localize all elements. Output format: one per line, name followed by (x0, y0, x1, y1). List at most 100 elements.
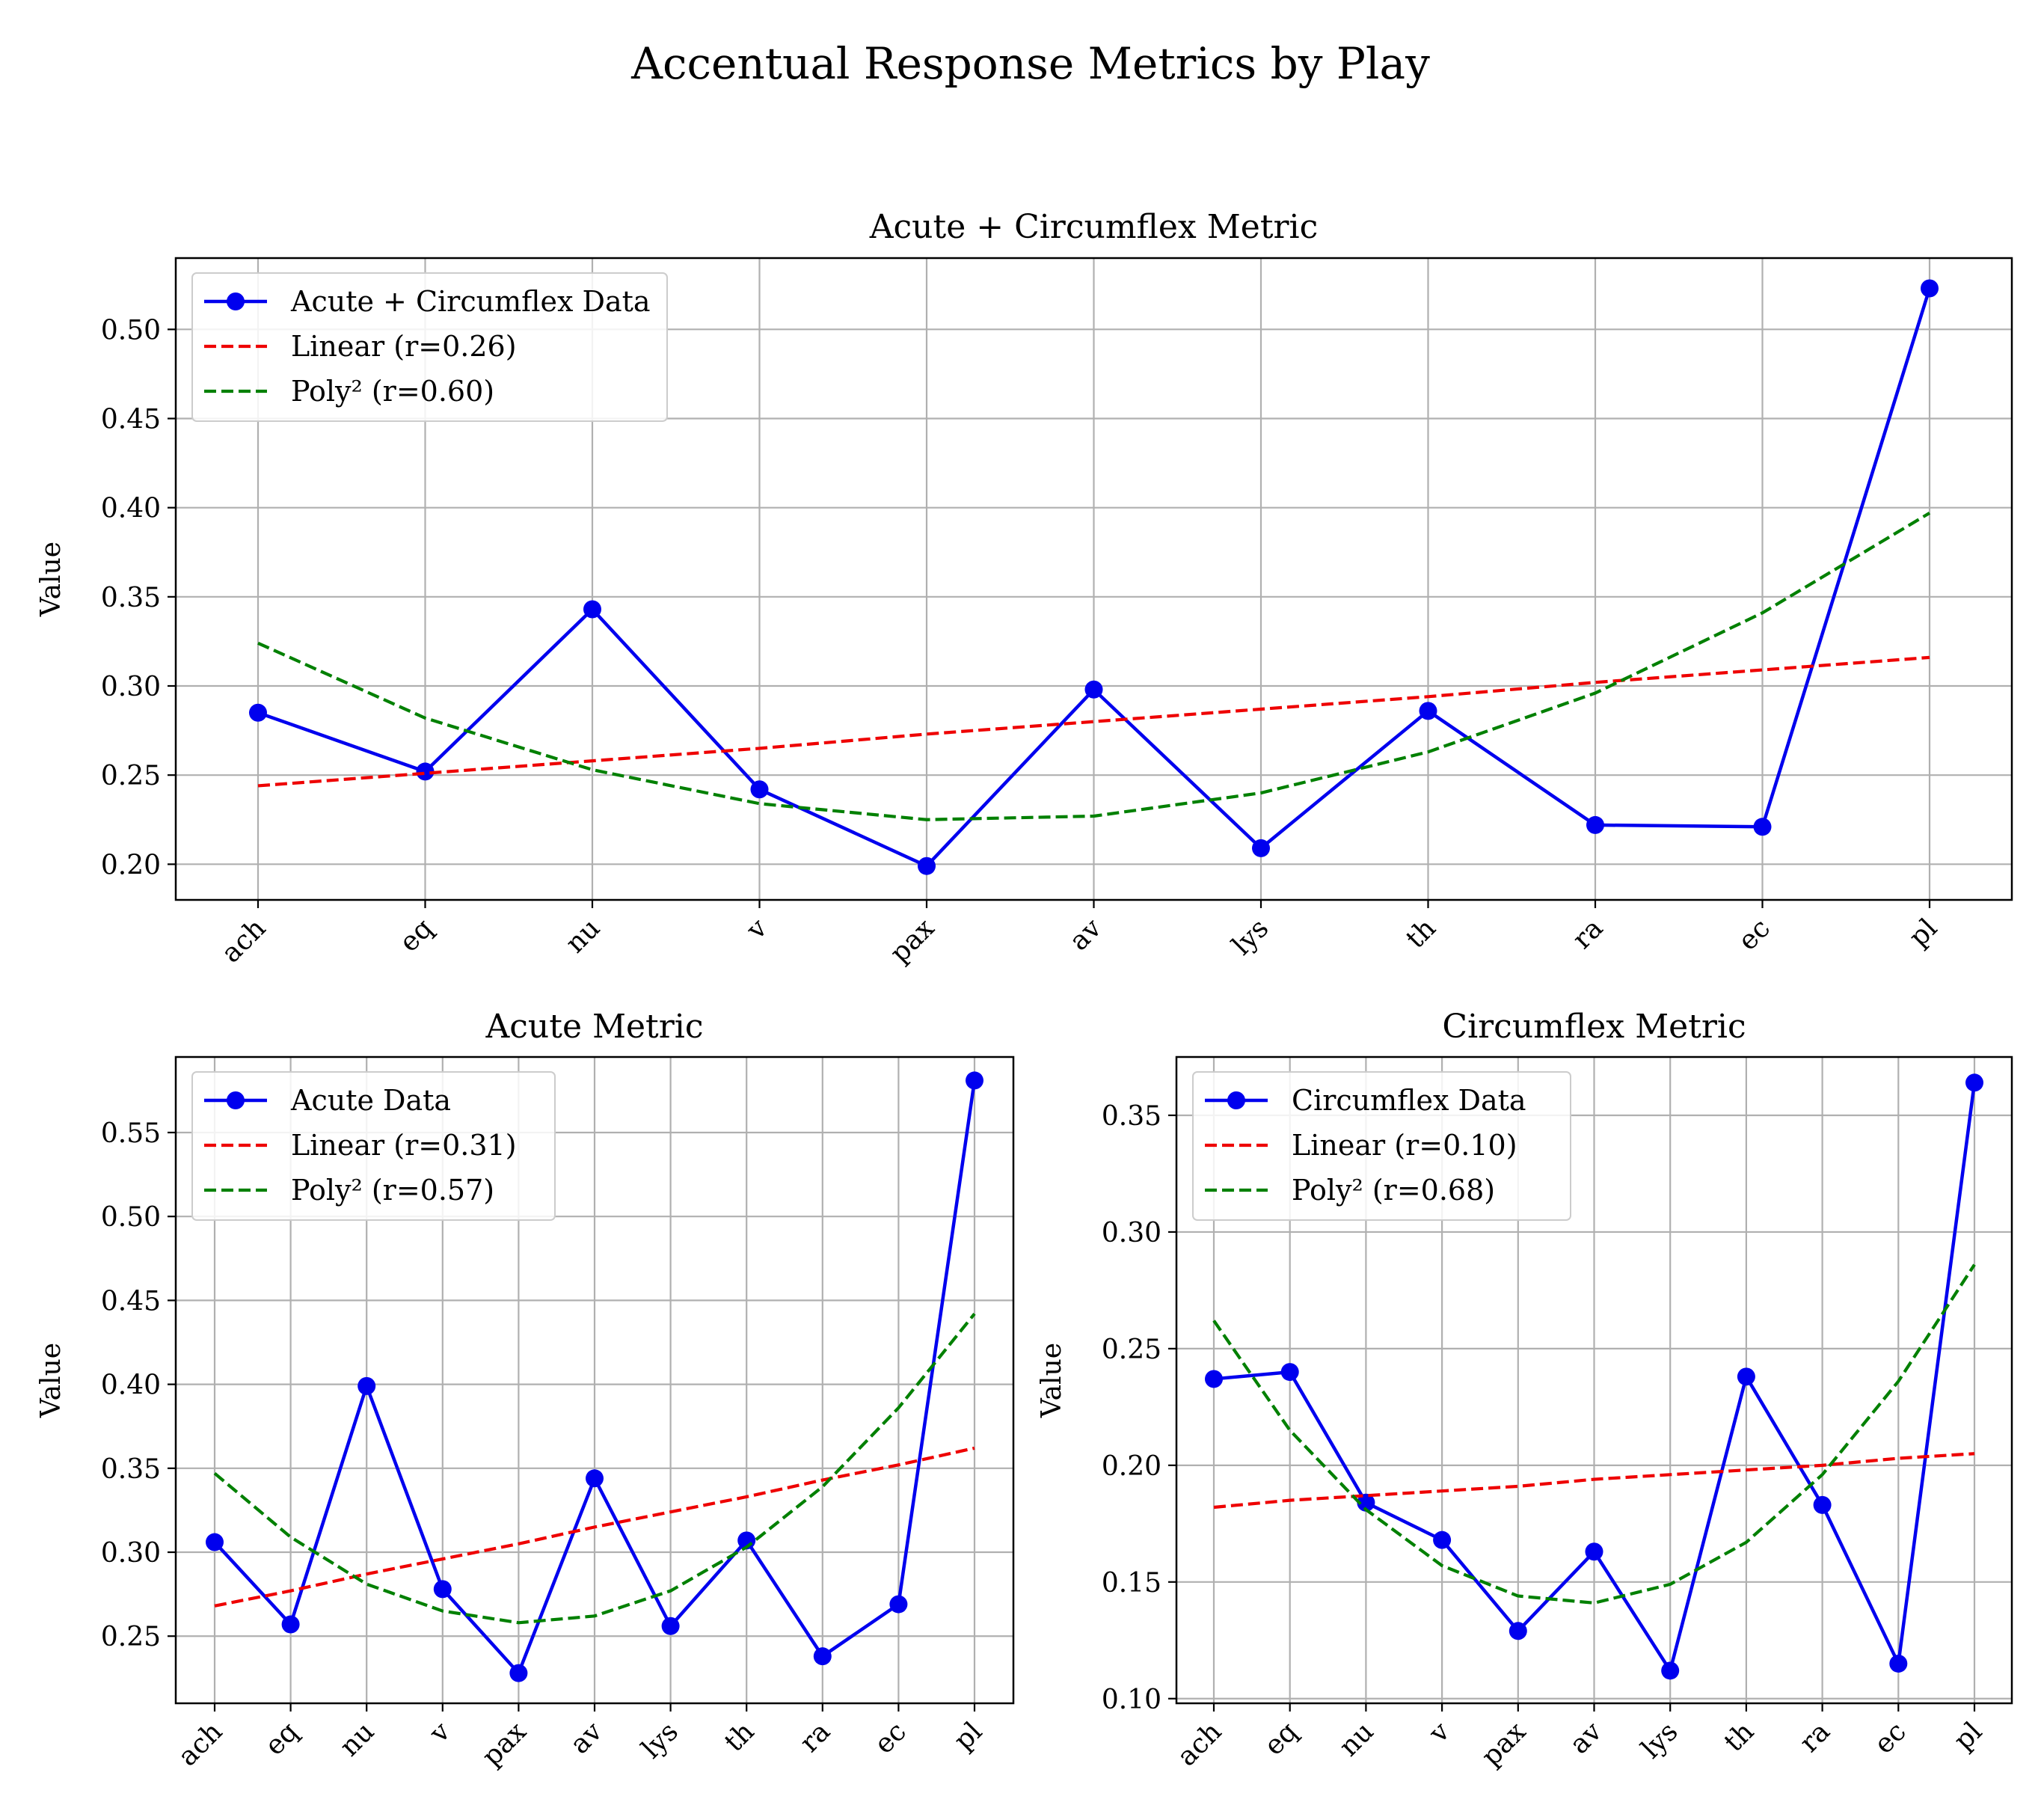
y-tick-label: 0.40 (101, 1370, 161, 1401)
data-point (889, 1595, 908, 1614)
legend-marker (227, 1091, 245, 1109)
x-tick-label: v (423, 1716, 457, 1750)
plot-frame (174, 257, 2013, 901)
data-point (583, 600, 601, 619)
x-tick-label: lys (1227, 913, 1275, 961)
x-tick-label: ach (1172, 1716, 1228, 1772)
series-line-3 (1212, 1263, 1976, 1605)
legend-label: Poly² (r=0.57) (291, 1174, 494, 1207)
x-tick-label: av (1564, 1716, 1608, 1760)
y-tick-label: 0.30 (101, 672, 161, 702)
data-point (1357, 1493, 1375, 1512)
y-tick-label: 0.15 (1102, 1568, 1161, 1599)
y-tick-label: 0.45 (101, 1286, 161, 1317)
x-tick-label: eq (260, 1716, 304, 1761)
y-axis-label: Value (36, 1343, 67, 1418)
series-line-3 (213, 1313, 976, 1625)
subplot-title: Acute + Circumflex Metric (869, 208, 1319, 246)
data-point (918, 857, 936, 875)
y-tick-label: 0.25 (101, 761, 161, 791)
y-tick-label: 0.20 (1102, 1451, 1161, 1482)
data-point (1419, 702, 1437, 720)
data-point (813, 1647, 832, 1666)
legend: Acute + Circumflex Data Linear (r=0.26) Po… (191, 272, 668, 422)
x-tick-label: ec (1868, 1716, 1912, 1759)
x-tick-label: av (565, 1716, 609, 1760)
legend-marker (227, 292, 245, 310)
x-tick-label: pax (1476, 1716, 1532, 1772)
data-point (966, 1071, 983, 1090)
x-tick-label: eq (1259, 1716, 1304, 1761)
y-tick-label: 0.35 (101, 1454, 161, 1485)
data-point (1813, 1495, 1832, 1514)
data-point (1252, 839, 1270, 857)
y-tick-label: 0.25 (101, 1622, 161, 1652)
x-tick-label: v (1422, 1716, 1456, 1750)
legend-label: Linear (r=0.31) (291, 1129, 517, 1162)
data-point (1280, 1363, 1299, 1382)
y-tick-label: 0.50 (101, 1202, 161, 1233)
y-tick-label: 0.35 (101, 583, 161, 613)
y-tick-label: 0.30 (1102, 1218, 1161, 1248)
x-tick-label: v (740, 913, 774, 946)
legend-box (1192, 1071, 1571, 1221)
x-tick-label: lys (636, 1716, 684, 1765)
data-point (1889, 1654, 1908, 1673)
x-tick-label: ec (1733, 913, 1776, 956)
y-tick-label: 0.55 (101, 1118, 161, 1149)
data-point (1433, 1530, 1452, 1549)
x-tick-label: lys (1636, 1716, 1684, 1765)
x-tick-label: nu (1333, 1716, 1380, 1762)
data-point (1585, 1542, 1603, 1561)
series-line-2 (1213, 1452, 1975, 1510)
legend-box (191, 1071, 556, 1221)
x-tick-label: ra (1794, 1716, 1836, 1758)
y-tick-label: 0.35 (1102, 1101, 1161, 1132)
data-point (1586, 815, 1604, 834)
x-tick-label: th (719, 1716, 761, 1758)
data-point (206, 1533, 224, 1551)
x-tick-label: ec (868, 1716, 912, 1759)
y-tick-label: 0.20 (101, 850, 161, 880)
data-point (661, 1617, 680, 1635)
x-tick-label: ra (1567, 913, 1609, 955)
subplot-2: 0.25 0.30 0.35 0.40 0.45 0.50 0.55 ach eq nu v pax a… (36, 1008, 1015, 1772)
data-point (1084, 680, 1103, 699)
data-point (750, 780, 769, 799)
data-point (1737, 1367, 1755, 1386)
x-tick-label: ach (173, 1716, 229, 1772)
x-tick-label: pl (1948, 1716, 1988, 1756)
data-point (1921, 279, 1939, 298)
x-tick-label: nu (560, 913, 607, 959)
x-tick-label: eq (394, 913, 439, 957)
y-axis-label: Value (36, 542, 67, 617)
legend: Circumflex Data Linear (r=0.10) Poly² (r=0… (1192, 1071, 1571, 1221)
y-tick-label: 0.30 (101, 1538, 161, 1569)
data-point (586, 1469, 604, 1488)
subplot-title: Circumflex Metric (1442, 1008, 1746, 1046)
data-point (1661, 1661, 1680, 1680)
data-point (416, 762, 435, 781)
x-tick-label: nu (334, 1716, 381, 1762)
data-point (433, 1580, 452, 1599)
legend: Acute Data Linear (r=0.31) Poly² (r=0.57) (191, 1071, 556, 1221)
data-point (249, 703, 267, 722)
plot-frame (174, 1055, 1015, 1705)
series-line-2 (214, 1446, 975, 1608)
data-point (1509, 1622, 1527, 1640)
subplot-3: 0.10 0.15 0.20 0.25 0.30 0.35 ach eq nu v pax av lys… (1037, 1008, 2013, 1772)
legend-box (191, 272, 668, 422)
x-tick-label: pl (948, 1716, 988, 1756)
x-tick-label: av (1064, 913, 1108, 957)
data-point (509, 1664, 528, 1682)
x-tick-label: ra (794, 1716, 836, 1758)
y-axis-label: Value (1037, 1343, 1067, 1418)
figure-title: Accentual Response Metrics by Play (630, 38, 1430, 89)
y-tick-label: 0.25 (1102, 1335, 1161, 1365)
x-tick-label: pax (885, 913, 941, 969)
x-tick-label: th (1400, 913, 1442, 955)
data-point (281, 1615, 300, 1634)
y-tick-label: 0.10 (1102, 1685, 1161, 1715)
x-tick-label: th (1719, 1716, 1761, 1758)
